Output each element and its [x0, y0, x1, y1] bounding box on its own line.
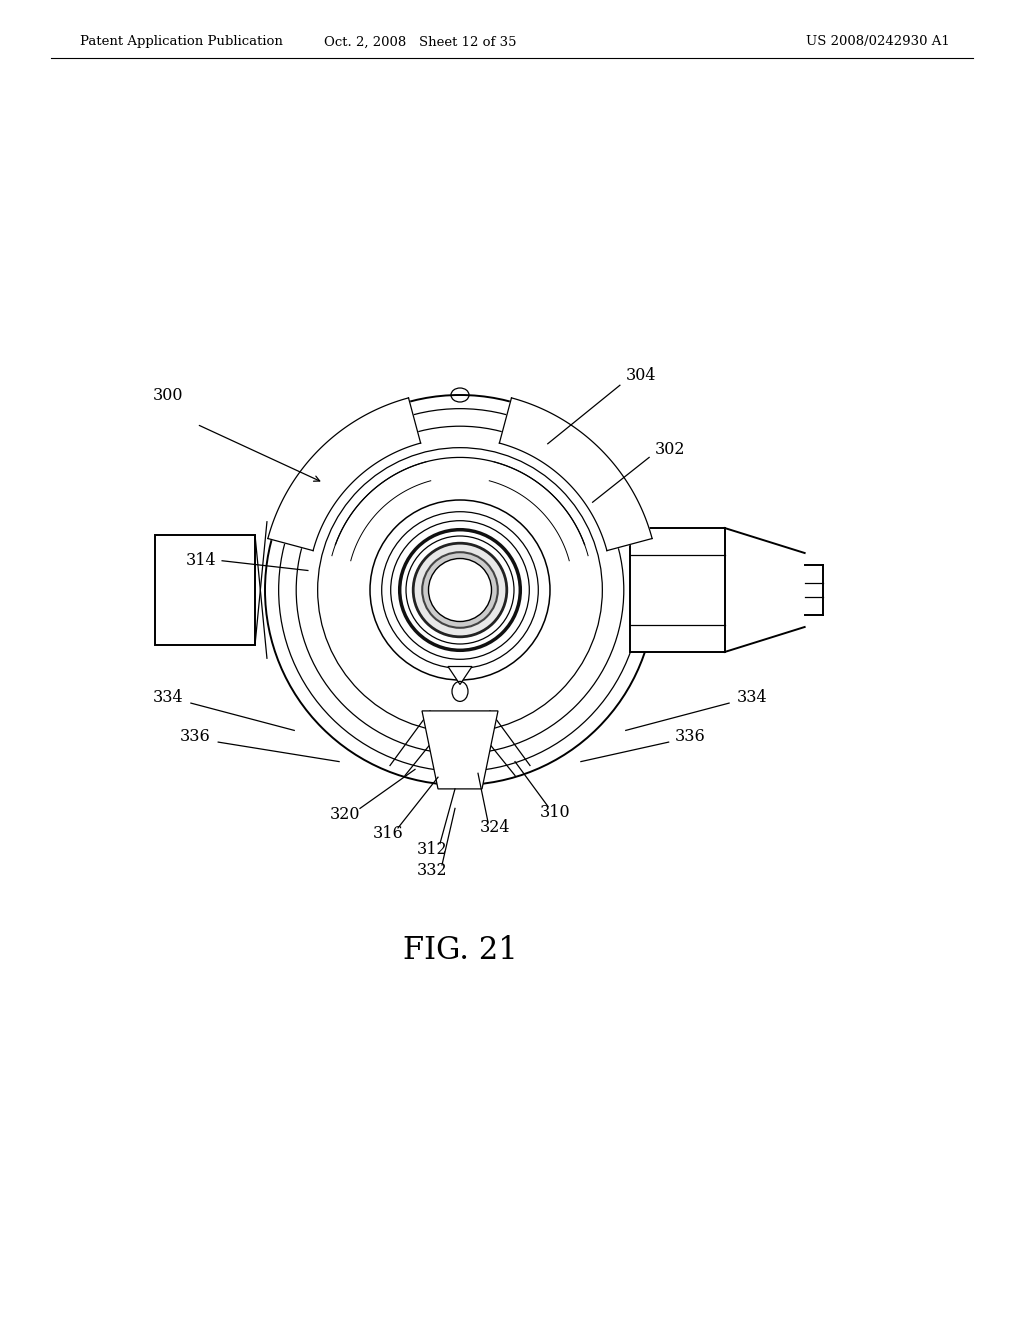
- Ellipse shape: [428, 558, 492, 622]
- Text: 336: 336: [179, 727, 210, 744]
- Text: 312: 312: [417, 841, 447, 858]
- Text: 316: 316: [373, 825, 403, 842]
- Ellipse shape: [265, 395, 655, 785]
- Polygon shape: [268, 397, 421, 550]
- Bar: [630, 528, 725, 652]
- Text: 336: 336: [675, 727, 706, 744]
- Text: FIG. 21: FIG. 21: [402, 936, 517, 966]
- Text: US 2008/0242930 A1: US 2008/0242930 A1: [806, 36, 950, 49]
- Text: 304: 304: [626, 367, 656, 384]
- Text: Patent Application Publication: Patent Application Publication: [80, 36, 283, 49]
- Text: 314: 314: [185, 552, 216, 569]
- Text: 302: 302: [655, 441, 685, 458]
- Text: 324: 324: [480, 820, 510, 837]
- Bar: [155, 535, 255, 645]
- Ellipse shape: [422, 552, 498, 628]
- Ellipse shape: [414, 544, 507, 636]
- Text: 334: 334: [153, 689, 183, 706]
- Text: 334: 334: [737, 689, 768, 706]
- Text: 332: 332: [417, 862, 447, 879]
- Ellipse shape: [370, 500, 550, 680]
- Text: 300: 300: [153, 387, 182, 404]
- Text: 310: 310: [540, 804, 570, 821]
- Text: 320: 320: [330, 805, 360, 822]
- Polygon shape: [449, 667, 472, 685]
- Polygon shape: [500, 397, 652, 550]
- Text: Oct. 2, 2008   Sheet 12 of 35: Oct. 2, 2008 Sheet 12 of 35: [324, 36, 516, 49]
- Ellipse shape: [406, 536, 514, 644]
- Polygon shape: [422, 711, 498, 789]
